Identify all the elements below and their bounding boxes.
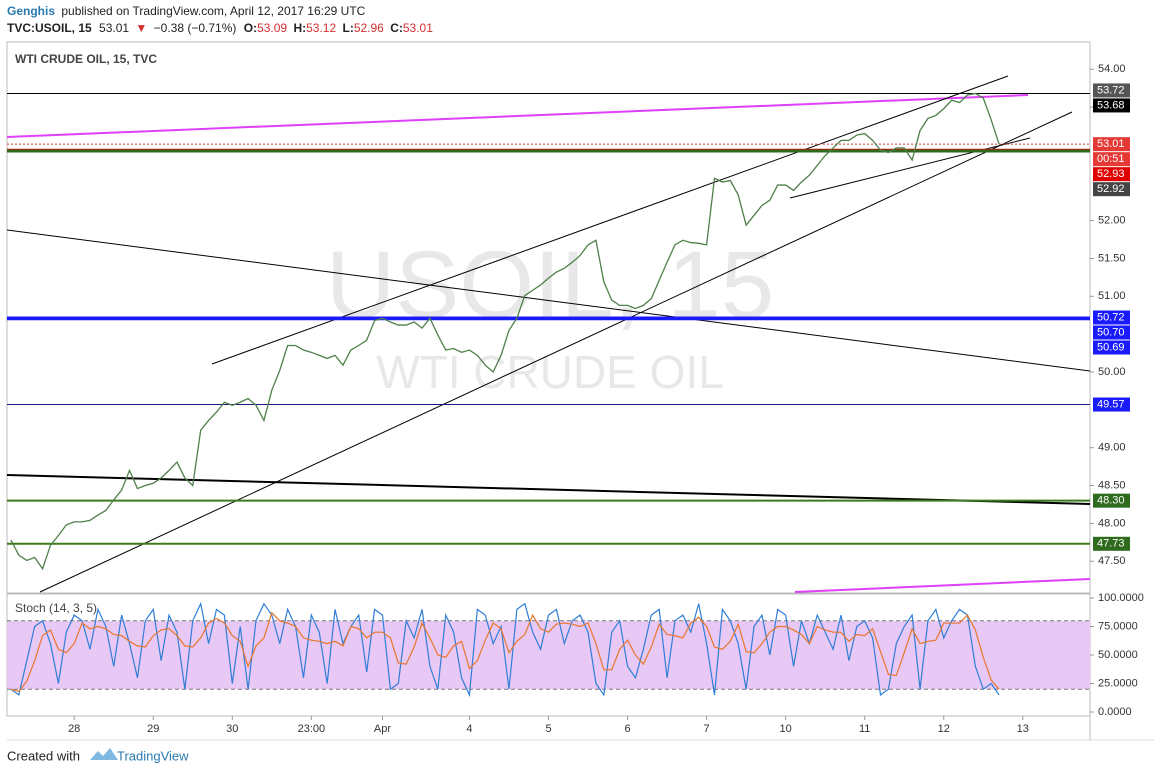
x-tick-label: 29 — [147, 723, 159, 735]
channel-line[interactable] — [211, 75, 1009, 365]
stoch-layer — [7, 601, 1090, 698]
y-tick-label: 52.00 — [1098, 215, 1126, 227]
footer-text: Created with — [7, 748, 80, 763]
ohlc-label: L: — [342, 21, 353, 35]
trend-line[interactable] — [789, 137, 1031, 199]
x-tick-label: 7 — [704, 723, 710, 735]
y-tick-label: 48.00 — [1098, 517, 1126, 529]
level-label: 48.30 — [1097, 495, 1125, 507]
ohlc-label: C: — [390, 21, 403, 35]
level-label-box — [1093, 310, 1130, 325]
watermark: WTI CRUDE OIL — [376, 346, 724, 398]
y-tick-label: 50.0000 — [1098, 649, 1138, 661]
level-label: 52.92 — [1097, 183, 1125, 195]
y-tick-label: 49.00 — [1098, 442, 1126, 454]
y-tick-label: 50.00 — [1098, 366, 1126, 378]
level-label: 50.72 — [1097, 311, 1125, 323]
level-label-box — [1093, 167, 1130, 182]
channel-line[interactable] — [39, 111, 1073, 593]
y-tick-label: 54.00 — [1098, 63, 1126, 75]
watermark: USOIL, 15 — [326, 231, 774, 338]
ohlc-value: 53.09 — [257, 21, 287, 35]
change: −0.38 (−0.71%) — [154, 21, 237, 35]
published: published on TradingView.com, April 12, … — [61, 4, 365, 18]
trend-line[interactable] — [794, 578, 1090, 593]
ohlc-label: H: — [293, 21, 306, 35]
x-tick-label: 6 — [624, 723, 630, 735]
symbol-line: TVC:USOIL, 15 53.01 ▼ −0.38 (−0.71%) O:5… — [7, 21, 433, 35]
countdown-box — [1093, 152, 1130, 167]
level-label: 47.73 — [1097, 538, 1125, 550]
author[interactable]: Genghis — [7, 4, 55, 18]
level-label-box — [1093, 137, 1130, 152]
price-line — [10, 92, 1000, 571]
level-label-box — [1093, 340, 1130, 355]
x-tick-label: 30 — [226, 723, 238, 735]
level-label: 49.57 — [1097, 398, 1125, 410]
x-tick-label: 13 — [1017, 723, 1029, 735]
x-tick-label: 5 — [545, 723, 551, 735]
level-label-box — [1093, 493, 1130, 508]
level-label-box — [1093, 182, 1130, 197]
ohlc-value: 53.01 — [403, 21, 433, 35]
x-tick-label: 11 — [859, 723, 870, 735]
price-layer — [7, 92, 1090, 571]
y-tick-label: 47.50 — [1098, 555, 1126, 567]
ohlc-value: 53.12 — [306, 21, 336, 35]
level-label: 53.72 — [1097, 84, 1125, 96]
level-label-box — [1093, 98, 1130, 113]
x-tick-label: 23:00 — [298, 723, 326, 735]
x-tick-label: 12 — [938, 723, 950, 735]
y-tick-label: 51.00 — [1098, 290, 1126, 302]
x-tick-label: Apr — [374, 723, 391, 735]
stoch-title: Stoch (14, 3, 5) — [15, 601, 97, 615]
y-tick-label: 25.0000 — [1098, 677, 1138, 689]
level-label-box — [1093, 83, 1130, 98]
publish-line: Genghis published on TradingView.com, Ap… — [7, 4, 366, 18]
x-tick-label: 10 — [780, 723, 792, 735]
trend-line[interactable] — [7, 229, 1090, 372]
countdown: 00:51 — [1097, 153, 1125, 165]
level-label-box — [1093, 397, 1130, 412]
chart-title: WTI CRUDE OIL, 15, TVC — [15, 52, 157, 66]
level-label: 52.93 — [1097, 168, 1125, 180]
level-label-box — [1093, 536, 1130, 551]
level-label: 53.68 — [1097, 99, 1125, 111]
y-tick-label: 0.0000 — [1098, 706, 1132, 718]
level-label: 50.69 — [1097, 341, 1125, 353]
level-label: 50.70 — [1097, 326, 1125, 338]
ohlc-value: 52.96 — [354, 21, 384, 35]
footer-brand[interactable]: TradingView — [117, 748, 189, 763]
y-tick-label: 51.50 — [1098, 252, 1126, 264]
level-label: 53.01 — [1097, 138, 1125, 150]
trend-line[interactable] — [7, 94, 1029, 138]
x-tick-label: 4 — [466, 723, 472, 735]
y-tick-label: 48.50 — [1098, 479, 1126, 491]
y-tick-label: 75.0000 — [1098, 620, 1138, 632]
x-tick-label: 28 — [68, 723, 80, 735]
stoch-band — [7, 620, 1090, 690]
stoch-line — [10, 611, 1000, 693]
last-price: 53.01 — [99, 21, 129, 35]
logo — [90, 748, 118, 760]
symbol: TVC:USOIL, 15 — [7, 21, 92, 35]
arrow: ▼ — [135, 21, 147, 35]
level-label-box — [1093, 325, 1130, 340]
ohlc-label: O: — [244, 21, 257, 35]
stoch-line — [10, 601, 1000, 698]
y-tick-label: 100.0000 — [1098, 592, 1144, 604]
